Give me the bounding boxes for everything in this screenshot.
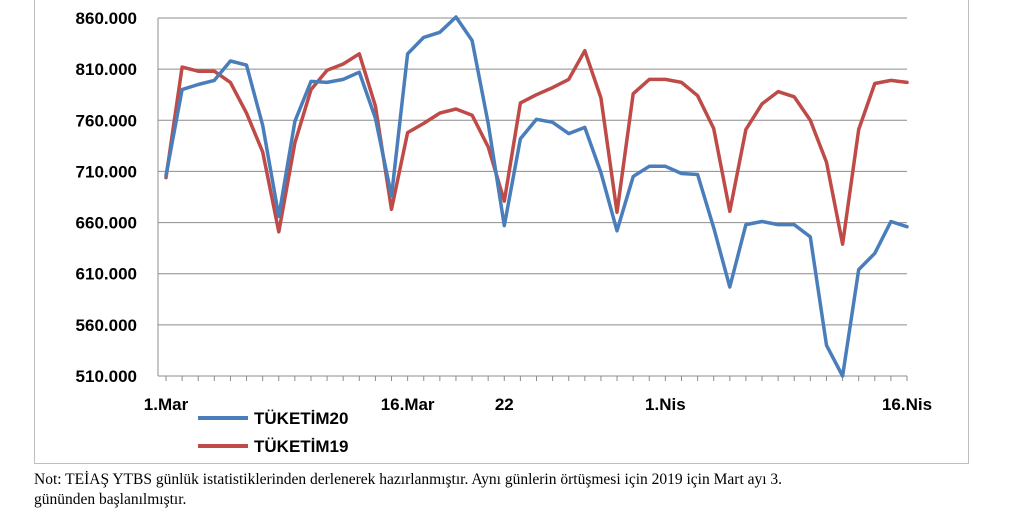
y-tick-label: 660.000 — [76, 214, 137, 233]
series-lines — [164, 15, 909, 378]
y-axis-tick-labels: 860.000 810.000 760.000 710.000 660.000 610.0… — [76, 9, 137, 386]
line-chart: 860.000 810.000 760.000 710.000 660.000 610.0… — [76, 9, 933, 456]
x-tick-label: 1.Mar — [144, 395, 189, 414]
x-tick-label: 16.Mar — [381, 395, 435, 414]
chart-frame — [34, 0, 969, 464]
x-axis-tick-labels: 1.Mar 16.Mar 22 1.Nis 16.Nis — [144, 395, 932, 414]
source-note-line-1: Not: TEİAŞ YTBS günlük istatistiklerinde… — [34, 471, 783, 488]
y-tick-label: 860.000 — [76, 9, 137, 28]
legend-label: TÜKETİM19 — [254, 437, 348, 456]
grid-lines — [157, 17, 908, 381]
x-tick-label: 16.Nis — [882, 395, 932, 414]
series-line-tüketi̇m19 — [164, 48, 909, 246]
legend-label: TÜKETİM20 — [254, 409, 348, 428]
y-tick-label: 510.000 — [76, 367, 137, 386]
x-tick-label: 22 — [495, 395, 514, 414]
source-note: Not: TEİAŞ YTBS günlük istatistiklerinde… — [34, 470, 994, 510]
y-tick-label: 710.000 — [76, 162, 137, 181]
series-line-tüketi̇m20 — [164, 15, 909, 378]
y-tick-label: 610.000 — [76, 265, 137, 284]
source-note-line-2: gününden başlanılmıştır. — [34, 491, 187, 508]
legend: TÜKETİM20 TÜKETİM19 — [198, 409, 348, 456]
x-tick-label: 1.Nis — [645, 395, 686, 414]
y-tick-label: 560.000 — [76, 316, 137, 335]
y-tick-label: 810.000 — [76, 60, 137, 79]
y-tick-label: 760.000 — [76, 111, 137, 130]
